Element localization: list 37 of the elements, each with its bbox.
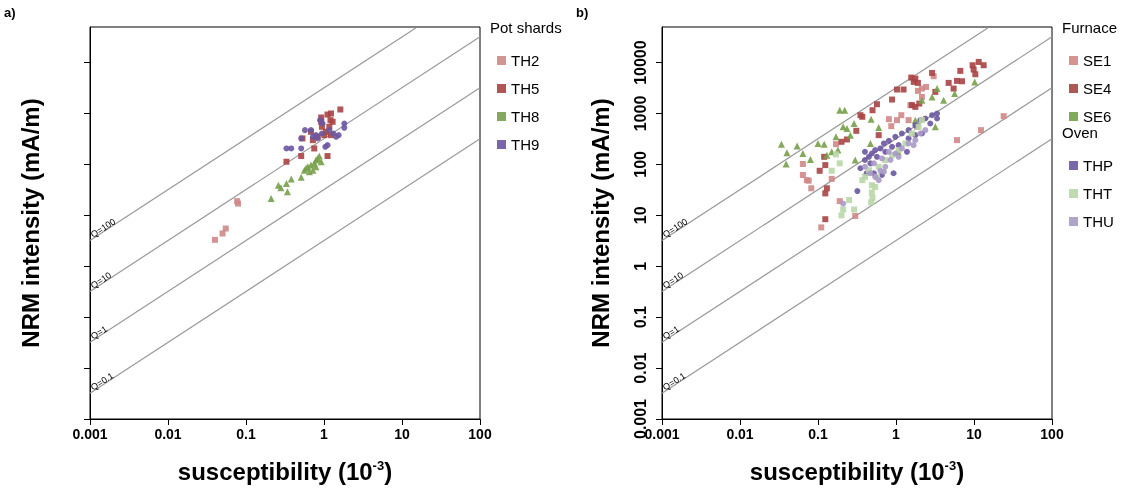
legend-label: THP: [1083, 157, 1113, 174]
legend-label: SE4: [1083, 80, 1112, 97]
x-tick-label: 100: [1040, 426, 1064, 442]
x-tick-label: 0.1: [808, 426, 828, 442]
y-tick-label: 10000: [631, 40, 649, 85]
y-axis-title: NRM intensity (mA/m): [16, 98, 44, 348]
x-tick-label: 0.1: [236, 426, 256, 442]
y-tick-label: 10: [631, 206, 649, 225]
legend-title: Pot shards: [490, 19, 562, 36]
y-tick-label: 1000: [631, 95, 649, 132]
y-tick-label: 100: [631, 150, 649, 178]
legend-label: THT: [1083, 185, 1113, 202]
x-tick-label: 10: [966, 426, 982, 442]
x-tick-label: 100: [468, 426, 492, 442]
legend-label: TH2: [511, 52, 540, 69]
text: Q=1: [89, 323, 109, 342]
x-tick-label: 0.01: [726, 426, 754, 442]
y-tick-label: 0.1: [631, 305, 649, 329]
x-tick-label: 0.01: [154, 426, 182, 442]
chart-title: b): [576, 5, 589, 20]
chart-title: a): [4, 5, 16, 20]
legend-label: TH9: [511, 136, 540, 153]
x-tick-label: 1: [320, 426, 329, 442]
legend-label: THU: [1083, 213, 1114, 230]
x-tick-label: 0.001: [72, 426, 108, 442]
legend-label: TH5: [511, 80, 540, 97]
y-tick-label: 1: [631, 261, 649, 271]
legend-label: TH8: [511, 108, 540, 125]
y-tick-label: 0.01: [631, 352, 649, 384]
y-axis-title: NRM intensity (mA/m): [586, 98, 614, 348]
legend-label: SE6: [1083, 108, 1112, 125]
legend-title: Furnace: [1062, 19, 1118, 36]
text: Q=1: [661, 323, 681, 342]
x-tick-label: 10: [394, 426, 410, 442]
legend-label: SE1: [1083, 52, 1112, 69]
x-tick-label: 1: [892, 426, 901, 442]
text: Oven: [1062, 124, 1098, 141]
